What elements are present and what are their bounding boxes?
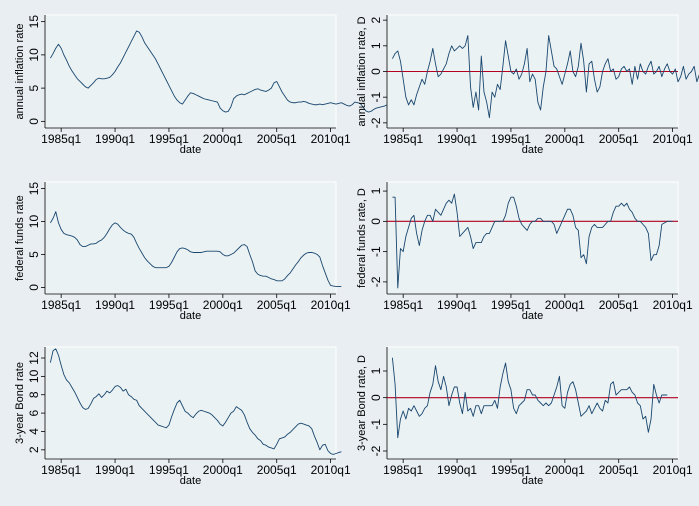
x-tick-label: 2010q1 <box>311 463 351 477</box>
series-line <box>392 193 673 289</box>
y-axis-title: federal funds rate, D <box>356 188 368 288</box>
x-tick-label: 2010q1 <box>653 463 693 477</box>
x-tick-label: 1985q1 <box>41 463 81 477</box>
y-tick-label: 15 <box>27 182 41 196</box>
x-axis-title: date <box>522 475 543 487</box>
plot-area <box>386 346 679 460</box>
x-tick-label: 1990q1 <box>437 132 477 146</box>
x-tick-label: 2005q1 <box>599 298 639 312</box>
y-tick-label: 12 <box>27 351 41 365</box>
chart-panel-5: 2 4 6 8 10 12 1985q1 1990q1 1995q1 2000q1 2005q1 20… <box>14 346 351 487</box>
y-axis-title: 3-year Bond rate <box>14 362 26 444</box>
plot-area <box>386 181 679 295</box>
x-tick-label: 2010q1 <box>311 298 351 312</box>
x-tick-label: 2000q1 <box>545 298 585 312</box>
x-tick-label: 2010q1 <box>311 132 351 146</box>
y-tick-label: -1 <box>369 246 383 257</box>
x-tick-label: 1995q1 <box>491 463 531 477</box>
y-tick-label: -1 <box>369 92 383 103</box>
x-tick-label: 1985q1 <box>383 132 423 146</box>
x-tick-label: 2000q1 <box>203 298 243 312</box>
x-tick-label: 1990q1 <box>95 132 135 146</box>
x-tick-label: 1985q1 <box>41 132 81 146</box>
y-tick-label: 0 <box>27 118 41 125</box>
x-tick-label: 1995q1 <box>149 298 189 312</box>
y-tick-label: -2 <box>369 445 383 456</box>
x-tick-label: 1990q1 <box>437 463 477 477</box>
plot-area <box>44 14 337 129</box>
y-tick-label: 10 <box>27 369 41 383</box>
x-tick-label: 2010q1 <box>653 298 693 312</box>
x-axis-title: date <box>522 144 543 156</box>
x-axis-title: date <box>180 310 201 322</box>
series-line <box>50 30 391 113</box>
x-tick-label: 2010q1 <box>653 132 693 146</box>
y-tick-label: -1 <box>369 419 383 430</box>
y-tick-label: 0 <box>369 68 383 75</box>
x-tick-label: 1995q1 <box>149 463 189 477</box>
chart-panel-4: -2 -1 0 1 1985q1 1990q1 1995q1 2000q1 2005q1 2010… <box>356 181 693 322</box>
y-tick-label: 5 <box>27 84 41 91</box>
y-tick-label: -2 <box>369 117 383 128</box>
x-tick-label: 2005q1 <box>257 132 297 146</box>
y-axis-title: annual inflation rate, D <box>356 16 368 126</box>
x-tick-label: 2005q1 <box>257 298 297 312</box>
plot-area <box>44 346 337 460</box>
y-tick-label: 10 <box>27 215 41 229</box>
x-tick-label: 1985q1 <box>41 298 81 312</box>
y-tick-label: 1 <box>369 42 383 49</box>
y-tick-label: 1 <box>369 367 383 374</box>
series-line <box>391 35 699 119</box>
y-tick-label: 0 <box>369 218 383 225</box>
x-tick-label: 2000q1 <box>545 463 585 477</box>
chart-panel-2: -2 -1 0 1 2 1985q1 1990q1 1995q1 2000q1 2005q1 201… <box>356 14 699 156</box>
y-axis-title: annual inflation rate <box>14 23 26 119</box>
x-tick-label: 2000q1 <box>545 132 585 146</box>
x-tick-label: 1995q1 <box>491 132 531 146</box>
y-tick-label: -2 <box>369 276 383 287</box>
y-tick-label: 2 <box>27 446 41 453</box>
y-tick-label: 8 <box>27 391 41 398</box>
y-tick-label: 6 <box>27 409 41 416</box>
x-tick-label: 1985q1 <box>383 298 423 312</box>
x-tick-label: 1990q1 <box>95 298 135 312</box>
chart-panel-6: -2 -1 0 1 1985q1 1990q1 1995q1 2000q1 2005q1 2010… <box>356 346 693 487</box>
x-tick-label: 2000q1 <box>203 132 243 146</box>
x-tick-label: 1995q1 <box>149 132 189 146</box>
y-tick-label: 15 <box>27 15 41 29</box>
x-axis-title: date <box>180 144 201 156</box>
x-tick-label: 1990q1 <box>437 298 477 312</box>
x-tick-label: 1995q1 <box>491 298 531 312</box>
y-axis-title: federal funds rate <box>14 195 26 281</box>
y-tick-label: 10 <box>27 48 41 62</box>
plot-area <box>44 181 337 295</box>
x-tick-label: 1990q1 <box>95 463 135 477</box>
x-tick-label: 1985q1 <box>383 463 423 477</box>
x-tick-label: 2005q1 <box>599 463 639 477</box>
x-axis-title: date <box>522 310 543 322</box>
y-tick-label: 0 <box>369 394 383 401</box>
x-tick-label: 2005q1 <box>599 132 639 146</box>
series-line <box>50 211 342 287</box>
y-tick-label: 0 <box>27 284 41 291</box>
y-tick-label: 5 <box>27 251 41 258</box>
series-line <box>49 348 342 455</box>
x-tick-label: 2005q1 <box>257 463 297 477</box>
series-line <box>391 357 668 439</box>
x-tick-label: 2000q1 <box>203 463 243 477</box>
y-tick-label: 4 <box>27 428 41 435</box>
chart-panel-3: 0 5 10 15 1985q1 1990q1 1995q1 2000q1 2005q1 2010… <box>14 181 351 322</box>
x-axis-title: date <box>180 475 201 487</box>
y-tick-label: 2 <box>369 16 383 23</box>
y-tick-label: 1 <box>369 187 383 194</box>
y-axis-title: 3-year Bond rate, D <box>356 355 368 451</box>
